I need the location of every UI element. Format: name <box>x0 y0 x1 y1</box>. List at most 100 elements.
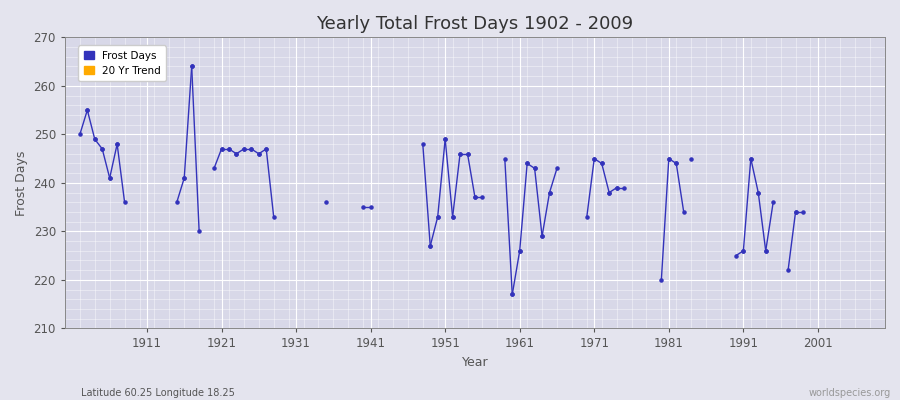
Point <box>230 150 244 157</box>
Point <box>356 204 371 210</box>
Point <box>416 141 430 147</box>
Point <box>259 146 274 152</box>
Point <box>550 165 564 172</box>
Point <box>505 291 519 298</box>
Text: Latitude 60.25 Longitude 18.25: Latitude 60.25 Longitude 18.25 <box>81 388 235 398</box>
Point <box>169 199 184 206</box>
Point <box>662 156 676 162</box>
Point <box>759 248 773 254</box>
Point <box>609 184 624 191</box>
Point <box>759 248 773 254</box>
Point <box>587 156 601 162</box>
Point <box>796 209 810 215</box>
Point <box>595 160 609 167</box>
Point <box>520 160 535 167</box>
Point <box>221 146 236 152</box>
Point <box>117 199 131 206</box>
Point <box>788 209 803 215</box>
Point <box>788 209 803 215</box>
Point <box>252 150 266 157</box>
Legend: Frost Days, 20 Yr Trend: Frost Days, 20 Yr Trend <box>78 46 166 81</box>
Point <box>609 184 624 191</box>
Point <box>73 131 87 138</box>
Point <box>602 189 616 196</box>
Point <box>319 199 333 206</box>
Point <box>103 175 117 181</box>
Point <box>237 146 251 152</box>
Point <box>677 209 691 215</box>
X-axis label: Year: Year <box>462 356 489 369</box>
Point <box>453 150 467 157</box>
Point <box>177 175 192 181</box>
Point <box>505 291 519 298</box>
Point <box>729 252 743 259</box>
Point <box>736 248 751 254</box>
Point <box>595 160 609 167</box>
Point <box>475 194 490 201</box>
Point <box>512 248 526 254</box>
Point <box>237 146 251 152</box>
Point <box>684 156 698 162</box>
Point <box>103 175 117 181</box>
Point <box>230 150 244 157</box>
Point <box>468 194 482 201</box>
Point <box>535 233 549 240</box>
Point <box>662 156 676 162</box>
Title: Yearly Total Frost Days 1902 - 2009: Yearly Total Frost Days 1902 - 2009 <box>317 15 634 33</box>
Point <box>543 189 557 196</box>
Point <box>221 146 236 152</box>
Point <box>520 160 535 167</box>
Point <box>512 248 526 254</box>
Point <box>430 214 445 220</box>
Point <box>438 136 453 142</box>
Point <box>184 63 199 70</box>
Point <box>527 165 542 172</box>
Point <box>460 150 474 157</box>
Point <box>184 63 199 70</box>
Point <box>743 156 758 162</box>
Point <box>80 107 94 113</box>
Point <box>364 204 378 210</box>
Point <box>468 194 482 201</box>
Point <box>244 146 258 152</box>
Point <box>453 150 467 157</box>
Text: worldspecies.org: worldspecies.org <box>809 388 891 398</box>
Point <box>580 214 594 220</box>
Point <box>752 189 766 196</box>
Point <box>266 214 281 220</box>
Point <box>587 156 601 162</box>
Point <box>602 189 616 196</box>
Point <box>669 160 683 167</box>
Y-axis label: Frost Days: Frost Days <box>15 150 28 216</box>
Point <box>781 267 796 273</box>
Point <box>743 156 758 162</box>
Point <box>527 165 542 172</box>
Point <box>80 107 94 113</box>
Point <box>423 243 437 249</box>
Point <box>207 165 221 172</box>
Point <box>192 228 206 234</box>
Point <box>460 150 474 157</box>
Point <box>446 214 460 220</box>
Point <box>438 136 453 142</box>
Point <box>87 136 102 142</box>
Point <box>669 160 683 167</box>
Point <box>177 175 192 181</box>
Point <box>543 189 557 196</box>
Point <box>214 146 229 152</box>
Point <box>244 146 258 152</box>
Point <box>736 248 751 254</box>
Point <box>95 146 110 152</box>
Point <box>766 199 780 206</box>
Point <box>110 141 124 147</box>
Point <box>95 146 110 152</box>
Point <box>259 146 274 152</box>
Point <box>752 189 766 196</box>
Point <box>423 243 437 249</box>
Point <box>430 214 445 220</box>
Point <box>87 136 102 142</box>
Point <box>214 146 229 152</box>
Point <box>110 141 124 147</box>
Point <box>252 150 266 157</box>
Point <box>498 156 512 162</box>
